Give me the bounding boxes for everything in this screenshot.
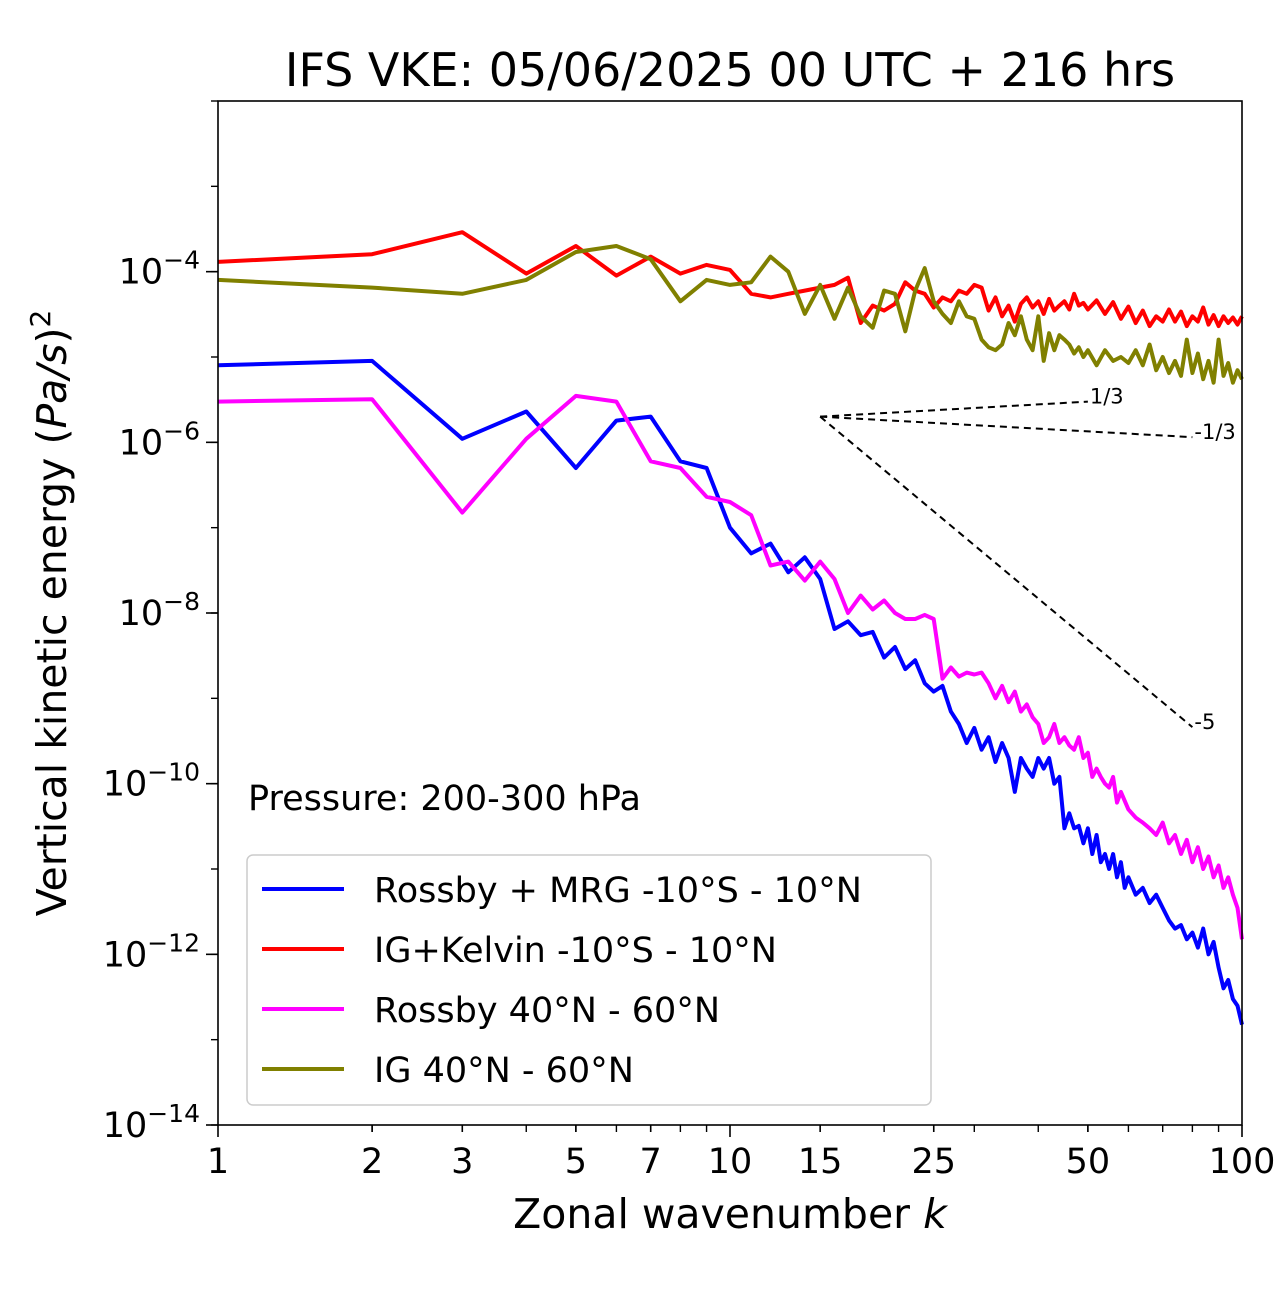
y-axis-label-units: Pa/s	[28, 344, 76, 429]
axis-ticks: 1 2 3 5 7 10 15 25 50 10010−1410−1210−1010−810−61…	[103, 100, 1276, 1182]
reference-slopes: 1/3 -1/3 -5	[819, 385, 1236, 734]
y-tick-label: 10−14	[103, 1099, 200, 1146]
y-tick-label: 10−8	[119, 587, 200, 634]
x-tick-label: 100	[1209, 1142, 1276, 1182]
series-line-ig-40-n-60-n	[217, 244, 1244, 385]
pressure-annotation: Pressure: 200-300 hPa	[248, 779, 641, 819]
x-tick-label: 7	[640, 1142, 662, 1182]
legend-items: Rossby + MRG -10°S - 10°N IG+Kelvin -10°S…	[262, 871, 862, 1091]
plot-area: 1/3 -1/3 -5 1 2 3 5 7 10 15 25 50 100 10−14 10−12 10−1…	[103, 100, 1276, 1182]
slope-line-minus-1-3	[820, 415, 1193, 439]
x-axis-label-text: Zonal wavenumber	[513, 1190, 923, 1238]
x-axis-label-k: k	[923, 1190, 949, 1238]
series-line-rossby-mrg-10-s-10-n	[217, 358, 1244, 1026]
y-tick-label: 10−12	[103, 928, 200, 975]
slope-line-1-3	[820, 400, 1088, 418]
chart-title: IFS VKE: 05/06/2025 00 UTC + 216 hrs	[285, 43, 1175, 97]
y-axis-label-exponent: 2	[24, 310, 57, 328]
x-tick-label: 25	[911, 1142, 956, 1182]
slope-label: 1/3	[1090, 385, 1124, 409]
y-axis-label-prefix: Vertical kinetic energy (	[28, 429, 76, 917]
x-tick-label: 3	[451, 1142, 473, 1182]
legend-label-ig-40-n-60-n: IG 40°N - 60°N	[374, 1051, 634, 1091]
legend-label-ig-kelvin-10-s-10-n: IG+Kelvin -10°S - 10°N	[374, 931, 777, 971]
series-layer	[217, 230, 1244, 1026]
y-axis-label-suffix: )	[28, 328, 76, 344]
y-tick-label: 10−10	[103, 758, 200, 805]
x-tick-label: 50	[1066, 1142, 1111, 1182]
x-tick-label: 15	[798, 1142, 843, 1182]
y-tick-label: 10−4	[119, 246, 200, 293]
x-tick-label: 1	[207, 1142, 229, 1182]
x-axis-label: Zonal wavenumber k	[513, 1190, 949, 1238]
legend-box	[246, 854, 932, 1106]
series-line-rossby-40-n-60-n	[217, 393, 1244, 940]
series-line-ig-kelvin-10-s-10-n	[217, 230, 1244, 329]
slope-line-minus-5	[819, 415, 1194, 728]
legend-label-rossby-mrg-10-s-10-n: Rossby + MRG -10°S - 10°N	[374, 871, 862, 911]
x-tick-label: 10	[708, 1142, 753, 1182]
x-tick-label: 2	[361, 1142, 383, 1182]
y-axis-label: Vertical kinetic energy (Pa/s)2	[24, 310, 76, 917]
legend: Rossby + MRG -10°S - 10°N IG+Kelvin -10°S…	[246, 854, 932, 1106]
y-tick-label: 10−6	[119, 416, 200, 463]
legend-label-rossby-40-n-60-n: Rossby 40°N - 60°N	[374, 991, 720, 1031]
x-tick-label: 5	[565, 1142, 587, 1182]
slope-label: -5	[1194, 710, 1215, 734]
slope-label: -1/3	[1194, 420, 1235, 444]
